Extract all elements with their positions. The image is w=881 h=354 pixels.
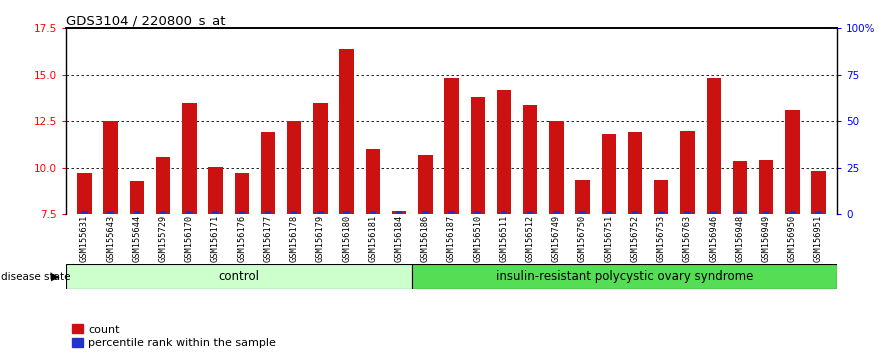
- Bar: [134, 211, 140, 214]
- Bar: [527, 211, 533, 214]
- Bar: [707, 78, 721, 214]
- Text: GSM156184: GSM156184: [395, 215, 403, 262]
- Bar: [314, 103, 328, 214]
- Text: GSM156181: GSM156181: [368, 215, 377, 262]
- Bar: [444, 79, 459, 214]
- Bar: [785, 110, 800, 214]
- Text: GSM156749: GSM156749: [552, 215, 561, 262]
- Text: GSM156170: GSM156170: [185, 215, 194, 262]
- Bar: [107, 211, 114, 214]
- Bar: [500, 211, 507, 214]
- Bar: [654, 180, 669, 214]
- Text: GSM156186: GSM156186: [421, 215, 430, 262]
- Text: GSM156750: GSM156750: [578, 215, 587, 262]
- Bar: [212, 211, 218, 214]
- Bar: [470, 97, 485, 214]
- Bar: [317, 211, 323, 214]
- Bar: [208, 167, 223, 214]
- Text: GSM156753: GSM156753: [656, 215, 666, 262]
- Bar: [234, 173, 249, 214]
- Bar: [549, 121, 564, 214]
- Bar: [602, 134, 616, 214]
- Text: GSM156949: GSM156949: [762, 215, 771, 262]
- Bar: [523, 104, 537, 214]
- Text: GSM156510: GSM156510: [473, 215, 482, 262]
- Bar: [81, 211, 88, 214]
- Bar: [575, 180, 589, 214]
- Bar: [685, 211, 691, 214]
- Bar: [66, 264, 411, 289]
- Bar: [78, 173, 92, 214]
- Bar: [553, 211, 559, 214]
- Bar: [710, 211, 717, 214]
- Bar: [411, 264, 837, 289]
- Text: GSM156751: GSM156751: [604, 215, 613, 262]
- Bar: [737, 211, 744, 214]
- Bar: [763, 211, 769, 214]
- Bar: [658, 211, 664, 214]
- Bar: [103, 121, 118, 214]
- Bar: [733, 161, 747, 214]
- Bar: [680, 131, 695, 214]
- Bar: [789, 211, 796, 214]
- Bar: [392, 211, 406, 214]
- Bar: [632, 211, 639, 214]
- Text: insulin-resistant polycystic ovary syndrome: insulin-resistant polycystic ovary syndr…: [496, 270, 753, 283]
- Bar: [156, 156, 170, 214]
- Bar: [366, 149, 380, 214]
- Bar: [287, 121, 301, 214]
- Bar: [396, 211, 403, 214]
- Bar: [291, 211, 298, 214]
- Text: GSM155643: GSM155643: [106, 215, 115, 262]
- Bar: [264, 211, 271, 214]
- Bar: [422, 211, 428, 214]
- Bar: [815, 211, 822, 214]
- Bar: [475, 211, 481, 214]
- Text: GSM156511: GSM156511: [500, 215, 508, 262]
- Bar: [339, 49, 354, 214]
- Bar: [182, 103, 196, 214]
- Text: GSM156179: GSM156179: [316, 215, 325, 262]
- Bar: [370, 211, 376, 214]
- Text: GSM156950: GSM156950: [788, 215, 797, 262]
- Text: GSM156951: GSM156951: [814, 215, 823, 262]
- Legend: count, percentile rank within the sample: count, percentile rank within the sample: [71, 324, 276, 348]
- Text: GSM156512: GSM156512: [526, 215, 535, 262]
- Bar: [159, 211, 167, 214]
- Text: GSM156946: GSM156946: [709, 215, 718, 262]
- Text: GSM155644: GSM155644: [132, 215, 141, 262]
- Bar: [497, 90, 511, 214]
- Bar: [130, 181, 144, 214]
- Bar: [580, 211, 586, 214]
- Text: GSM156763: GSM156763: [683, 215, 692, 262]
- Text: GSM155631: GSM155631: [80, 215, 89, 262]
- Bar: [344, 211, 350, 214]
- Text: control: control: [218, 270, 259, 283]
- Text: disease state: disease state: [1, 272, 70, 282]
- Bar: [186, 211, 193, 214]
- Text: GSM156178: GSM156178: [290, 215, 299, 262]
- Text: GSM156176: GSM156176: [237, 215, 247, 262]
- Text: GSM156752: GSM156752: [631, 215, 640, 262]
- Text: GSM156177: GSM156177: [263, 215, 272, 262]
- Bar: [239, 211, 245, 214]
- Bar: [628, 132, 642, 214]
- Bar: [261, 132, 275, 214]
- Bar: [811, 171, 825, 214]
- Text: GSM156171: GSM156171: [211, 215, 220, 262]
- Bar: [605, 211, 612, 214]
- Text: GSM155729: GSM155729: [159, 215, 167, 262]
- Bar: [448, 211, 455, 214]
- Text: ▶: ▶: [51, 272, 60, 282]
- Text: GSM156180: GSM156180: [342, 215, 352, 262]
- Text: GSM156187: GSM156187: [447, 215, 456, 262]
- Text: GSM156948: GSM156948: [736, 215, 744, 262]
- Text: GDS3104 / 220800_s_at: GDS3104 / 220800_s_at: [66, 14, 226, 27]
- Bar: [759, 160, 774, 214]
- Bar: [418, 155, 433, 214]
